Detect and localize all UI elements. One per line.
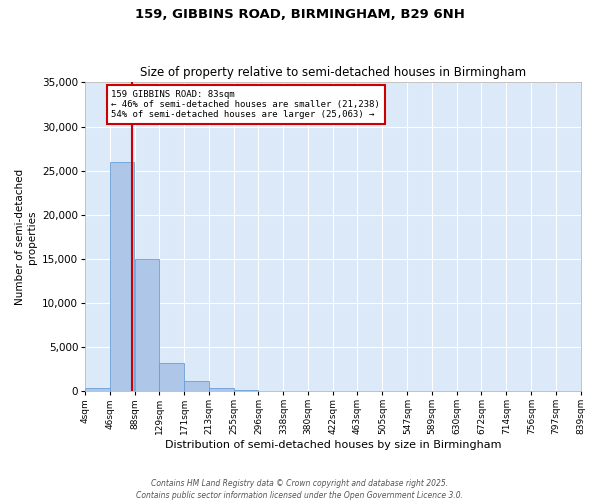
Title: Size of property relative to semi-detached houses in Birmingham: Size of property relative to semi-detach… (140, 66, 526, 78)
Bar (135, 259, 160, 391)
Bar (85, 388, 110, 391)
Bar (160, 363, 184, 391)
Text: Contains HM Land Registry data © Crown copyright and database right 2025.
Contai: Contains HM Land Registry data © Crown c… (137, 478, 464, 500)
Y-axis label: Number of semi-detached
properties: Number of semi-detached properties (15, 168, 37, 305)
X-axis label: Distribution of semi-detached houses by size in Birmingham: Distribution of semi-detached houses by … (164, 440, 501, 450)
Bar (209, 388, 233, 391)
Text: 159, GIBBINS ROAD, BIRMINGHAM, B29 6NH: 159, GIBBINS ROAD, BIRMINGHAM, B29 6NH (135, 8, 465, 20)
Bar (110, 162, 134, 391)
Bar (234, 390, 259, 391)
Bar (184, 382, 209, 391)
Text: 159 GIBBINS ROAD: 83sqm
← 46% of semi-detached houses are smaller (21,238)
54% o: 159 GIBBINS ROAD: 83sqm ← 46% of semi-de… (112, 90, 380, 120)
